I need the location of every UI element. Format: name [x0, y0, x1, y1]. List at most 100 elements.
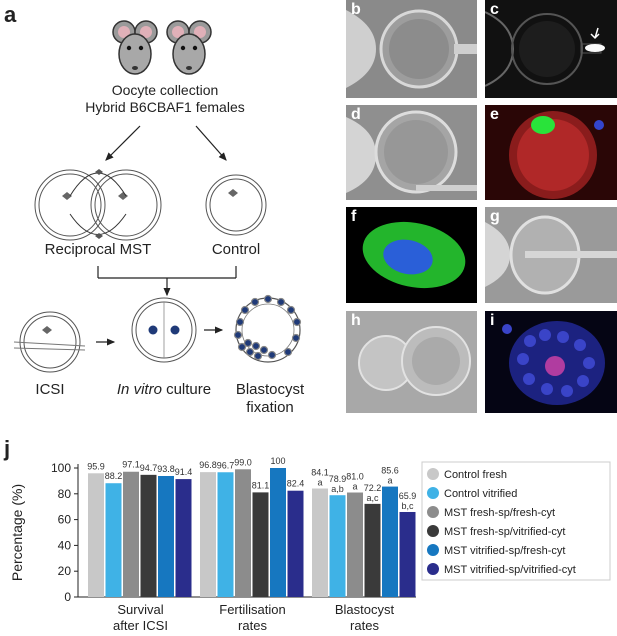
data-label: 88.2: [105, 471, 123, 481]
bar: [382, 486, 398, 597]
control-label: Control: [211, 241, 261, 258]
legend-label: MST fresh-sp/vitrified-cyt: [444, 526, 565, 538]
significance-label: a,c: [366, 493, 379, 503]
micrograph-label: b: [351, 1, 361, 18]
legend-box: [421, 461, 611, 581]
micrograph-e: e: [485, 105, 617, 200]
bar: [158, 475, 174, 597]
reciprocal-mst-label: Reciprocal MST: [44, 241, 152, 258]
y-tick-label: 80: [58, 487, 72, 501]
micrograph-h: h: [346, 311, 477, 413]
legend-swatch: [427, 563, 439, 575]
data-label: 94.7: [140, 463, 158, 473]
micrograph-label: f: [351, 208, 357, 225]
significance-label: a,b: [331, 484, 344, 494]
bar: [312, 488, 328, 597]
bar: [235, 469, 251, 597]
data-label: 81.0: [346, 472, 364, 482]
bar: [217, 472, 234, 597]
legend-swatch: [427, 468, 439, 480]
legend-label: MST vitrified-sp/vitrified-cyt: [444, 564, 576, 576]
micrograph-g: g: [485, 207, 617, 303]
data-label: 85.6: [381, 466, 399, 476]
data-label: 82.4: [287, 479, 305, 489]
panel-label-j: j: [4, 436, 11, 461]
micrograph-label: d: [351, 106, 361, 123]
data-label: 91.4: [175, 467, 193, 477]
legend-swatch: [427, 544, 439, 556]
mouse-icon: [112, 20, 158, 75]
data-label: 97.1: [122, 460, 140, 470]
data-label: 72.2: [364, 483, 382, 493]
data-label: 81.1: [252, 480, 270, 490]
mst-oocyte-right: [90, 169, 162, 241]
data-label: 96.8: [199, 460, 217, 470]
category-label: Fertilisation: [219, 602, 285, 617]
hybrid-females-text: Hybrid B6CBAF1 females: [85, 99, 245, 115]
data-label: 96.7: [217, 460, 235, 470]
significance-label: a: [317, 478, 322, 488]
oocyte-collection-text: Oocyte collection: [111, 82, 219, 98]
y-axis-label: Percentage (%): [9, 484, 25, 581]
blastocyst-illustration: [233, 294, 302, 363]
legend-swatch: [427, 506, 439, 518]
control-oocyte: [205, 174, 267, 236]
micrograph-f: f: [346, 207, 477, 303]
data-label: 95.9: [87, 461, 105, 471]
mst-oocyte-left: [34, 169, 106, 241]
bar: [270, 468, 286, 597]
significance-label: b,c: [401, 501, 414, 511]
legend-swatch: [427, 525, 439, 537]
bar: [364, 503, 381, 597]
workflow-diagram: [13, 125, 302, 373]
bar: [88, 473, 104, 597]
in-vitro-culture-label: In vitro culture: [116, 381, 212, 398]
arrow-to-control: [195, 125, 227, 161]
y-tick-label: 20: [58, 564, 72, 578]
micrograph-label: i: [490, 312, 495, 329]
bar: [287, 490, 304, 597]
arrow-to-mst: [105, 125, 141, 161]
data-label: 99.0: [234, 457, 252, 467]
bar: [123, 471, 139, 597]
zygote-embryo: [131, 297, 197, 363]
spindle-transfer-arrow-back: [69, 213, 127, 235]
y-tick-label: 60: [58, 513, 72, 527]
data-label: 65.9: [399, 491, 417, 501]
legend-label: Control fresh: [444, 469, 507, 481]
category-label: Blastocyst: [335, 602, 395, 617]
bar: [399, 511, 416, 597]
bar: [200, 472, 216, 597]
panel-label-a: a: [4, 2, 17, 27]
micrograph-label: c: [490, 1, 499, 18]
data-label: 93.8: [157, 464, 175, 474]
bar: [347, 492, 363, 597]
micrograph-c: c: [485, 0, 617, 98]
blastocyst-label-line1: Blastocyst: [235, 381, 305, 398]
y-tick-label: 0: [64, 590, 71, 604]
category-label: rates: [350, 618, 379, 633]
bar: [175, 479, 192, 597]
significance-label: a: [387, 476, 392, 486]
legend-label: MST fresh-sp/fresh-cyt: [444, 507, 555, 519]
bar: [252, 492, 269, 597]
y-tick-label: 40: [58, 538, 72, 552]
data-label: 84.1: [311, 468, 329, 478]
bar: [105, 483, 122, 597]
icsi-oocyte: [13, 311, 86, 373]
micrograph-label: e: [490, 106, 499, 123]
blastocyst-label-line2: fixation: [246, 399, 294, 416]
significance-label: a: [352, 482, 357, 492]
micrograph-i: i: [485, 311, 617, 413]
data-label: 78.9: [329, 474, 347, 484]
category-label: after ICSI: [113, 618, 168, 633]
legend-label: Control vitrified: [444, 488, 517, 500]
mouse-icon: [166, 20, 212, 75]
data-label: 100: [270, 456, 285, 466]
micrograph-label: h: [351, 312, 361, 329]
category-label: Survival: [117, 602, 163, 617]
bar: [329, 495, 346, 597]
legend-swatch: [427, 487, 439, 499]
legend-label: MST vitrified-sp/fresh-cyt: [444, 545, 565, 557]
icsi-label: ICSI: [35, 381, 65, 398]
